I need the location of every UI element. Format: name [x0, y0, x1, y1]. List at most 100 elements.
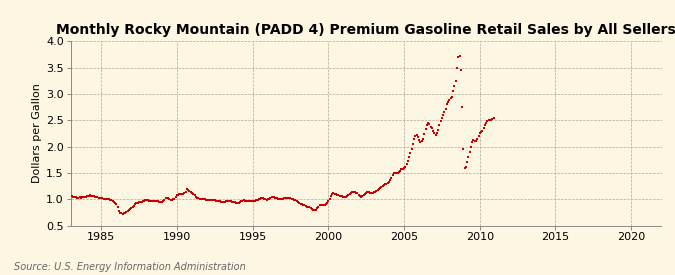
- Point: [74, 195, 85, 199]
- Point: [309, 208, 320, 212]
- Point: [286, 196, 297, 201]
- Point: [440, 106, 451, 111]
- Point: [423, 121, 433, 125]
- Point: [99, 196, 109, 201]
- Point: [164, 197, 175, 201]
- Point: [369, 190, 379, 194]
- Point: [430, 133, 441, 137]
- Point: [130, 202, 140, 207]
- Point: [317, 203, 327, 208]
- Point: [90, 195, 101, 199]
- Point: [126, 205, 137, 210]
- Point: [257, 196, 268, 200]
- Point: [477, 128, 488, 133]
- Point: [464, 150, 475, 154]
- Point: [203, 197, 214, 202]
- Point: [263, 197, 273, 201]
- Point: [372, 188, 383, 192]
- Point: [108, 200, 119, 204]
- Point: [122, 208, 133, 213]
- Point: [235, 200, 246, 205]
- Point: [244, 199, 254, 203]
- Point: [179, 191, 190, 196]
- Point: [182, 186, 192, 191]
- Point: [188, 192, 198, 196]
- Point: [198, 197, 209, 201]
- Point: [435, 119, 446, 123]
- Point: [121, 210, 132, 214]
- Point: [99, 196, 110, 201]
- Point: [213, 199, 224, 204]
- Point: [389, 171, 400, 175]
- Point: [363, 190, 374, 194]
- Point: [298, 203, 308, 207]
- Point: [342, 194, 352, 198]
- Point: [406, 147, 417, 151]
- Point: [163, 196, 173, 200]
- Point: [273, 196, 284, 201]
- Point: [228, 200, 239, 204]
- Point: [92, 195, 103, 199]
- Point: [449, 84, 460, 88]
- Point: [394, 170, 404, 175]
- Point: [80, 194, 91, 199]
- Point: [89, 194, 100, 199]
- Point: [225, 199, 236, 204]
- Point: [202, 197, 213, 202]
- Point: [415, 140, 426, 145]
- Point: [106, 198, 117, 202]
- Point: [119, 211, 130, 216]
- Point: [427, 126, 437, 130]
- Point: [277, 196, 288, 201]
- Point: [112, 205, 123, 209]
- Point: [225, 199, 236, 204]
- Point: [144, 199, 155, 203]
- Point: [236, 199, 246, 204]
- Point: [385, 178, 396, 182]
- Point: [145, 199, 156, 203]
- Point: [472, 136, 483, 141]
- Point: [247, 199, 258, 203]
- Point: [270, 196, 281, 200]
- Point: [70, 195, 81, 199]
- Point: [353, 193, 364, 197]
- Point: [329, 192, 340, 196]
- Point: [227, 200, 238, 204]
- Point: [319, 203, 330, 207]
- Point: [390, 171, 401, 175]
- Point: [322, 201, 333, 205]
- Point: [482, 119, 493, 123]
- Point: [244, 199, 255, 203]
- Point: [142, 198, 153, 202]
- Point: [414, 138, 425, 142]
- Point: [125, 207, 136, 211]
- Point: [350, 190, 360, 194]
- Point: [186, 191, 197, 195]
- Point: [194, 196, 205, 201]
- Point: [221, 199, 232, 204]
- Point: [409, 136, 420, 141]
- Point: [111, 202, 122, 207]
- Point: [128, 205, 138, 209]
- Point: [192, 196, 202, 200]
- Point: [231, 201, 242, 205]
- Y-axis label: Dollars per Gallon: Dollars per Gallon: [32, 83, 42, 183]
- Point: [447, 94, 458, 99]
- Point: [383, 180, 394, 184]
- Point: [116, 211, 127, 216]
- Point: [304, 205, 315, 209]
- Point: [260, 197, 271, 201]
- Point: [211, 199, 221, 203]
- Point: [83, 194, 94, 198]
- Point: [452, 65, 462, 70]
- Point: [186, 189, 196, 194]
- Point: [437, 113, 448, 117]
- Point: [412, 135, 423, 139]
- Point: [266, 195, 277, 199]
- Point: [154, 200, 165, 204]
- Point: [93, 196, 104, 200]
- Point: [131, 201, 142, 206]
- Point: [331, 193, 342, 198]
- Point: [425, 124, 436, 129]
- Point: [68, 195, 79, 199]
